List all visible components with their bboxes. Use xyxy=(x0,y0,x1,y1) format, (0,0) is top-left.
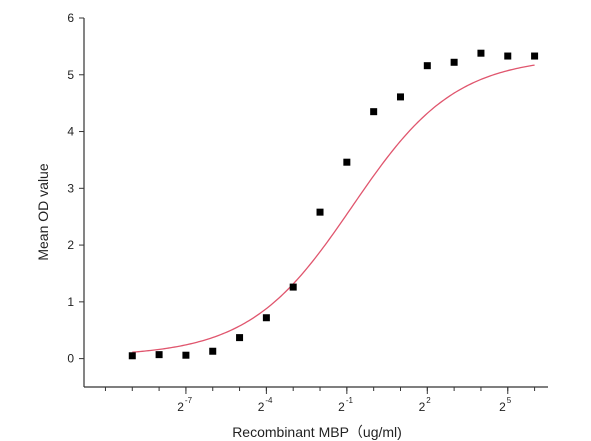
x-tick-exponent: 2 xyxy=(426,396,431,405)
y-axis-label: Mean OD value xyxy=(35,163,51,260)
y-tick-label: 5 xyxy=(67,68,74,82)
x-tick-label: 2 xyxy=(499,400,506,414)
data-point xyxy=(423,62,431,70)
data-point xyxy=(316,208,324,216)
data-point xyxy=(182,351,190,359)
y-tick-label: 1 xyxy=(67,295,74,309)
axes xyxy=(83,18,548,388)
y-tick-label: 3 xyxy=(67,181,74,195)
x-tick-label: 2 xyxy=(338,400,345,414)
y-tick-label: 0 xyxy=(67,352,74,366)
y-ticks: 0 1 2 3 4 5 6 xyxy=(67,11,84,366)
x-tick-exponent: -1 xyxy=(346,396,354,405)
x-ticks: 2 -7 2 -4 2 -1 2 2 2 5 xyxy=(104,387,536,414)
x-tick-label: 2 xyxy=(419,400,426,414)
fit-curve xyxy=(132,64,535,353)
x-tick-exponent: 5 xyxy=(507,396,512,405)
data-point xyxy=(262,314,270,322)
data-point xyxy=(236,334,244,342)
data-point xyxy=(370,108,378,116)
data-point xyxy=(477,49,485,57)
data-point xyxy=(396,93,404,101)
data-point xyxy=(155,351,163,359)
data-point xyxy=(128,352,136,360)
data-point xyxy=(343,158,351,166)
y-tick-label: 2 xyxy=(67,238,74,252)
data-point xyxy=(450,58,458,66)
data-point xyxy=(531,52,539,60)
data-point xyxy=(209,347,217,355)
x-axis-label: Recombinant MBP（ug/ml) xyxy=(232,424,402,440)
data-point xyxy=(504,52,512,60)
x-tick-label: 2 xyxy=(258,400,265,414)
data-points xyxy=(128,49,539,360)
x-tick-exponent: -4 xyxy=(265,396,273,405)
data-point xyxy=(289,283,297,291)
y-tick-label: 4 xyxy=(67,125,74,139)
y-tick-label: 6 xyxy=(67,11,74,25)
x-tick-exponent: -7 xyxy=(185,396,193,405)
x-tick-label: 2 xyxy=(177,400,184,414)
